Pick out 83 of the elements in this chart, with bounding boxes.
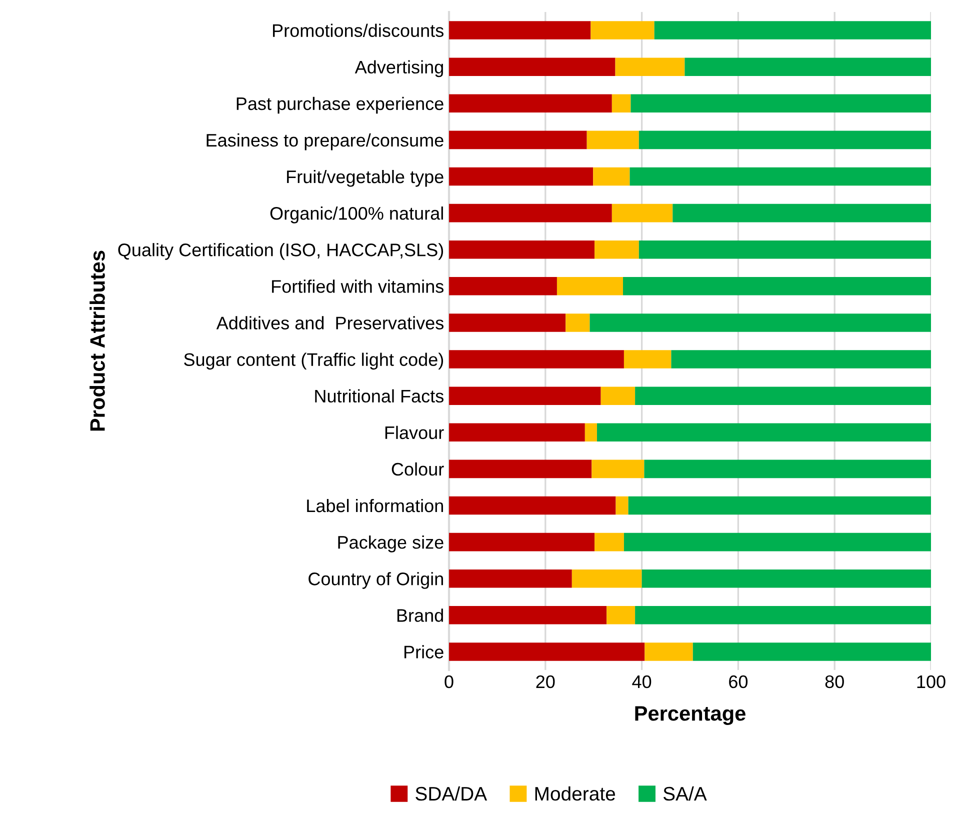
- bar: [449, 58, 616, 76]
- bar: [594, 240, 639, 259]
- y-tick-label: Flavour: [385, 426, 444, 440]
- y-tick-label: Promotions/discounts: [273, 24, 444, 37]
- bar: [612, 204, 673, 222]
- bar: [624, 350, 672, 368]
- bar: [590, 21, 654, 40]
- y-tick-label: Advertising: [354, 60, 443, 78]
- bar: [586, 130, 639, 150]
- y-tick-label: Additives and Preservatives: [216, 316, 444, 330]
- bar: [449, 350, 624, 368]
- bar: [449, 277, 557, 296]
- bar: [590, 314, 931, 332]
- bar: [624, 532, 931, 552]
- bar: [692, 642, 931, 661]
- bar: [672, 204, 931, 222]
- x-axis-title: Percentage: [635, 706, 746, 725]
- bar: [449, 423, 585, 442]
- bar: [572, 569, 642, 588]
- bar: [638, 130, 931, 150]
- legend-label: Moderate: [535, 786, 616, 801]
- bar: [644, 642, 693, 661]
- bar: [638, 240, 931, 259]
- bar: [628, 496, 931, 515]
- bar: [449, 569, 572, 588]
- x-tick-label: 80: [825, 675, 844, 688]
- y-tick-label: Price: [404, 645, 444, 658]
- y-tick-label: Sugar content (Traffic light code): [184, 352, 444, 370]
- y-axis-title: Product Attributes: [90, 250, 105, 431]
- y-tick-label: Fortified with vitamins: [272, 280, 444, 293]
- y-tick-label: Organic/100% natural: [270, 206, 443, 224]
- bar: [449, 167, 594, 186]
- bar: [449, 314, 566, 332]
- y-tick-label: Quality Certification (ISO, HACCAP,SLS): [118, 243, 444, 260]
- bar: [449, 532, 595, 552]
- bar: [630, 94, 931, 113]
- y-tick-label: Easiness to prepare/consume: [206, 133, 444, 150]
- bar: [449, 386, 601, 405]
- x-tick-label: 60: [729, 675, 748, 688]
- bar: [592, 460, 644, 478]
- x-tick-label: 20: [536, 675, 555, 688]
- bar: [449, 130, 587, 150]
- bar: [644, 460, 931, 478]
- bar: [449, 496, 616, 515]
- y-tick-label: Nutritional Facts: [315, 389, 444, 403]
- bar: [593, 167, 630, 186]
- bar: [616, 496, 628, 515]
- bar: [654, 21, 931, 40]
- bar: [449, 240, 595, 259]
- bar: [449, 204, 612, 222]
- bar: [642, 569, 931, 588]
- bar: [635, 606, 931, 624]
- y-tick-label: Package size: [338, 536, 444, 552]
- bar: [630, 167, 931, 186]
- bar: [584, 423, 597, 442]
- bar: [556, 277, 623, 296]
- bar: [635, 386, 931, 405]
- bar: [449, 642, 645, 661]
- y-tick-label: Label information: [307, 498, 443, 512]
- y-tick-label: Colour: [392, 462, 444, 476]
- y-tick-label: Past purchase experience: [236, 96, 444, 114]
- bar: [671, 350, 931, 368]
- bar: [449, 21, 591, 40]
- bar: [606, 606, 636, 624]
- bar: [566, 314, 590, 332]
- legend-label: SA/A: [663, 786, 707, 801]
- x-tick-label: 40: [632, 675, 652, 688]
- bar: [449, 606, 607, 624]
- bar: [600, 386, 636, 405]
- y-tick-label: Fruit/vegetable type: [287, 170, 444, 187]
- bar: [449, 94, 612, 113]
- x-tick-label: 100: [917, 675, 946, 688]
- bar: [449, 460, 592, 478]
- y-tick-label: Country of Origin: [308, 572, 443, 589]
- legend-label: SDA/DA: [416, 786, 488, 801]
- x-tick-label: 0: [444, 675, 454, 688]
- y-tick-label: Brand: [397, 608, 443, 622]
- bar: [594, 532, 624, 552]
- bar: [596, 423, 931, 442]
- bar: [615, 58, 685, 76]
- bar: [612, 94, 631, 113]
- bar: [684, 58, 931, 76]
- bar: [623, 277, 931, 296]
